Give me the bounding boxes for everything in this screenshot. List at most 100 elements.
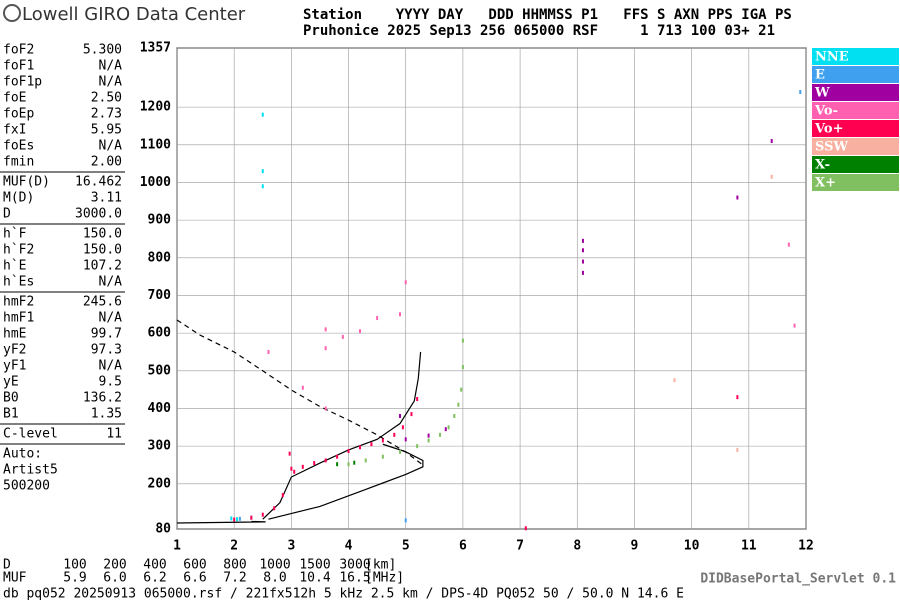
echo xyxy=(581,270,584,275)
row-value: 6.2 xyxy=(143,571,166,586)
y-tick-label: 1200 xyxy=(140,100,171,115)
param-name: hmF2 xyxy=(3,295,34,310)
row-value: 100 xyxy=(63,558,86,573)
param-value: 16.462 xyxy=(75,175,122,190)
echo xyxy=(457,402,460,407)
x-tick-label: 2 xyxy=(230,539,238,554)
echo xyxy=(288,451,291,456)
param-name: h`E xyxy=(3,259,26,274)
param-name: foF1 xyxy=(3,59,34,74)
auto-text: 500200 xyxy=(3,479,50,494)
legend-label: X+ xyxy=(815,176,836,191)
y-tick-label: 200 xyxy=(148,476,172,491)
param-name: yF1 xyxy=(3,359,26,374)
echo xyxy=(236,517,239,522)
y-tick-label: 300 xyxy=(148,439,172,454)
row-label: MUF xyxy=(3,571,27,586)
row-unit: [km] xyxy=(365,558,396,573)
echo xyxy=(404,518,407,523)
row-value: 200 xyxy=(103,558,126,573)
param-name: fmin xyxy=(3,155,34,170)
y-tick-label: 900 xyxy=(148,213,172,228)
echo xyxy=(673,378,676,383)
echo xyxy=(581,248,584,253)
param-name: h`F2 xyxy=(3,243,34,258)
param-value: 2.73 xyxy=(91,107,122,122)
row-value: 1500 xyxy=(299,558,330,573)
echo xyxy=(273,506,276,511)
param-name: hmE xyxy=(3,327,26,342)
echo xyxy=(399,312,402,317)
echo xyxy=(799,90,802,95)
legend-label: Vo+ xyxy=(814,122,843,137)
x-tick-label: 5 xyxy=(402,539,410,554)
echo xyxy=(364,458,367,463)
echo xyxy=(233,517,236,522)
param-name: foE xyxy=(3,91,26,106)
auto-text: Artist5 xyxy=(3,463,58,478)
echo xyxy=(324,406,327,411)
row-value: 6.0 xyxy=(103,571,126,586)
echo xyxy=(410,412,413,417)
echo xyxy=(393,432,396,437)
param-name: fxI xyxy=(3,123,26,138)
echo xyxy=(460,387,463,392)
param-value: N/A xyxy=(99,359,123,374)
echo xyxy=(250,515,253,520)
echo xyxy=(399,414,402,419)
echo xyxy=(313,461,316,466)
param-value: 2.50 xyxy=(91,91,122,106)
x-tick-label: 6 xyxy=(459,539,467,554)
profile-line xyxy=(176,319,424,466)
param-name: B0 xyxy=(3,391,19,406)
echo xyxy=(353,460,356,465)
echo xyxy=(370,442,373,447)
legend-label: E xyxy=(815,68,825,83)
echo xyxy=(581,238,584,243)
param-name: yF2 xyxy=(3,343,26,358)
x-tick-label: 7 xyxy=(516,539,524,554)
legend-label: SSW xyxy=(815,140,848,155)
echo xyxy=(261,169,264,174)
profile-line xyxy=(176,520,266,524)
param-name: B1 xyxy=(3,407,19,422)
echo xyxy=(336,462,339,467)
echo xyxy=(301,464,304,469)
echo xyxy=(324,458,327,463)
y-tick-label: 80 xyxy=(155,522,171,537)
legend-swatch xyxy=(812,48,899,65)
echo xyxy=(404,280,407,285)
row-value: 10.4 xyxy=(299,571,330,586)
profile-line xyxy=(268,443,424,520)
param-value: 99.7 xyxy=(91,327,122,342)
param-name: foF1p xyxy=(3,75,42,90)
param-value: N/A xyxy=(99,275,123,290)
echo xyxy=(427,438,430,443)
echo xyxy=(341,334,344,339)
echo xyxy=(453,414,456,419)
param-name: h`Es xyxy=(3,275,34,290)
echo xyxy=(376,316,379,321)
legend-swatch xyxy=(812,102,899,119)
echo xyxy=(261,184,264,189)
echo xyxy=(281,493,284,498)
echo xyxy=(447,425,450,430)
row-value: 400 xyxy=(143,558,166,573)
logo: Lowell GIRO Data Center xyxy=(22,4,246,25)
echo xyxy=(381,454,384,459)
y-tick-label: 500 xyxy=(148,363,172,378)
echo xyxy=(358,445,361,450)
row-value: 1000 xyxy=(259,558,290,573)
param-value: 97.3 xyxy=(91,343,122,358)
echo xyxy=(267,349,270,354)
echo xyxy=(439,432,442,437)
echo xyxy=(290,466,293,471)
echo xyxy=(230,516,233,521)
echo xyxy=(381,438,384,443)
param-value: N/A xyxy=(99,75,123,90)
legend-label: NNE xyxy=(815,50,849,65)
servlet: DIDBasePortal_Servlet 0.1 xyxy=(700,572,896,587)
legend-swatch xyxy=(812,138,899,155)
echo xyxy=(399,449,402,454)
logo-icon xyxy=(3,4,21,22)
